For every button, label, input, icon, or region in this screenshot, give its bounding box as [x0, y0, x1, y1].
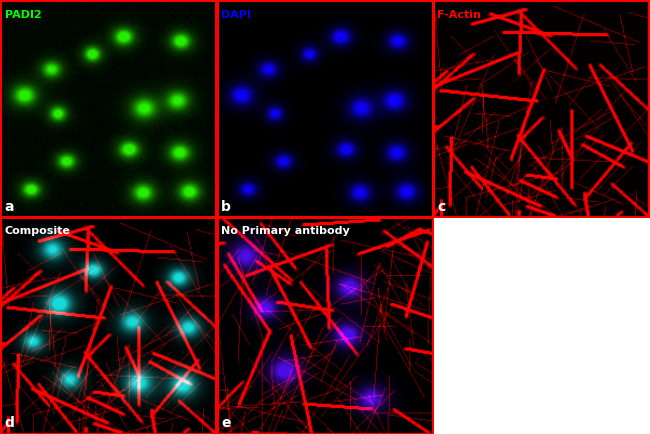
Text: F-Actin: F-Actin — [437, 10, 481, 20]
Text: Composite: Composite — [5, 226, 70, 236]
Text: b: b — [221, 200, 231, 214]
Text: DAPI: DAPI — [221, 10, 251, 20]
Text: e: e — [221, 416, 231, 431]
Text: a: a — [5, 200, 14, 214]
Text: c: c — [437, 200, 446, 214]
Text: No Primary antibody: No Primary antibody — [221, 226, 350, 236]
Text: PADI2: PADI2 — [5, 10, 42, 20]
Text: d: d — [5, 416, 14, 431]
